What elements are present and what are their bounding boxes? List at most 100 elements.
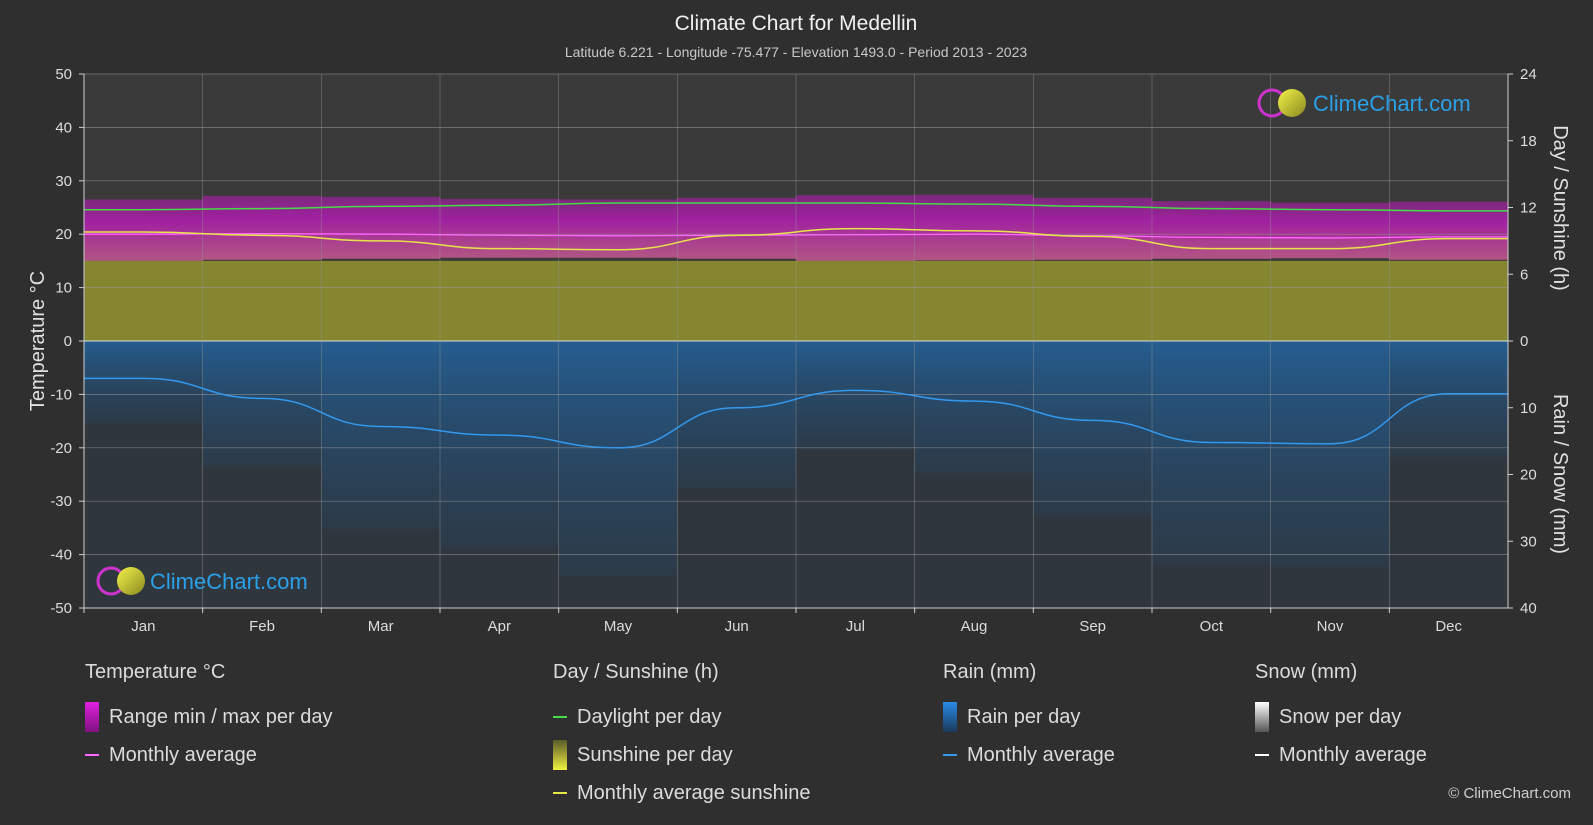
legend-label: Monthly average sunshine (577, 781, 811, 804)
legend-label: Monthly average (967, 743, 1115, 766)
sunshine-bar-sep (1033, 260, 1152, 341)
climate-chart: Climate Chart for Medellin Latitude 6.22… (27, 12, 1571, 635)
x-tick-label-dec: Dec (1435, 618, 1462, 635)
rain-bar-dec (1389, 341, 1508, 458)
temp-range-feb (202, 195, 322, 260)
rain-bar-sep (1033, 341, 1152, 516)
right-top-tick-label: 12 (1520, 200, 1537, 217)
series-lines (83, 202, 1508, 449)
x-tick-label-jun: Jun (725, 618, 749, 635)
right-bottom-tick-label: 40 (1520, 600, 1537, 617)
logo-bottom: ClimeChart.com (96, 566, 308, 596)
rain-bars (84, 341, 1508, 608)
chart-title: Climate Chart for Medellin (675, 12, 918, 35)
rain-bar-nov (1270, 341, 1390, 568)
right-bottom-tick-label: 20 (1520, 467, 1537, 484)
x-tick-label-jul: Jul (846, 618, 865, 635)
right-top-tick-label: 6 (1520, 266, 1528, 283)
legend-swatch (553, 716, 567, 718)
x-tick-label-jan: Jan (131, 618, 155, 635)
left-tick-label: 20 (55, 226, 72, 243)
right-axis-bottom-label: Rain / Snow (mm) (1549, 394, 1571, 554)
legend-label: Monthly average (109, 743, 257, 766)
temp-average-line (84, 233, 1508, 239)
legend-item-rain-average: Monthly average (943, 736, 1115, 774)
sunshine-bar-jun (677, 260, 796, 341)
legend-item-sunshine-average: Monthly average sunshine (553, 774, 810, 812)
temp-range-aug (914, 194, 1034, 261)
sunshine-bar-may (558, 260, 678, 341)
left-tick-label: 0 (64, 333, 72, 350)
legend-item-temp-range: Range min / max per day (85, 698, 332, 736)
legend-item-daylight: Daylight per day (553, 698, 810, 736)
legend-item-sunshine: Sunshine per day (553, 736, 810, 774)
left-axis-label: Temperature °C (27, 271, 49, 411)
legend-snow: Snow (mm) Snow per day Monthly average (1255, 660, 1427, 774)
sunshine-bar-aug (914, 260, 1034, 341)
legend-swatch (1255, 754, 1269, 756)
sunshine-area (84, 260, 1508, 341)
legend-item-rain: Rain per day (943, 698, 1115, 736)
legend-label: Sunshine per day (577, 743, 733, 766)
legend-title-rain: Rain (mm) (943, 661, 1037, 683)
temp-range-oct (1152, 201, 1271, 259)
left-tick-label: -30 (50, 493, 72, 510)
legend: Temperature °C Range min / max per day M… (0, 660, 1593, 820)
temp-range-nov (1270, 202, 1390, 259)
legend-swatch (943, 702, 957, 732)
chart-subtitle: Latitude 6.221 - Longitude -75.477 - Ele… (565, 44, 1028, 60)
rain-bar-apr (440, 341, 559, 549)
sunshine-bar-dec (1389, 260, 1508, 341)
legend-swatch (1255, 702, 1269, 732)
right-bottom-tick-label: 30 (1520, 533, 1537, 550)
sunshine-bar-oct (1152, 260, 1271, 341)
legend-label: Snow per day (1279, 705, 1402, 728)
daylight-line (84, 202, 1508, 212)
rain-bar-jan (84, 341, 203, 424)
copyright: © ClimeChart.com (1448, 785, 1571, 802)
temp-range-jun (677, 197, 796, 259)
legend-label: Daylight per day (577, 705, 722, 728)
legend-swatch (85, 754, 99, 756)
x-tick-label-sep: Sep (1079, 618, 1106, 635)
sunshine-bar-nov (1270, 260, 1390, 341)
logo-top: ClimeChart.com (1257, 88, 1471, 118)
legend-swatch (85, 702, 99, 732)
rain-bar-aug (914, 341, 1034, 474)
right-bottom-tick-label: 10 (1520, 400, 1537, 417)
right-axis-top-label: Day / Sunshine (h) (1549, 125, 1571, 291)
legend-swatch (553, 792, 567, 794)
left-tick-label: 40 (55, 119, 72, 136)
logo-bottom-text: ClimeChart.com (150, 569, 308, 594)
sunshine-bar-jul (796, 260, 915, 341)
temp-range-may (558, 199, 678, 258)
temp-range-jan (84, 199, 203, 261)
temperature-range-band (84, 194, 1508, 261)
legend-item-temp-average: Monthly average (85, 736, 332, 774)
right-top-tick-label: 0 (1520, 333, 1528, 350)
temp-range-apr (440, 198, 559, 258)
legend-swatch (553, 740, 567, 770)
logo-sun-icon (117, 567, 145, 595)
sunshine-average-line (83, 227, 1508, 251)
legend-sun: Day / Sunshine (h) Daylight per day Suns… (553, 660, 810, 812)
rain-bar-mar (321, 341, 440, 529)
logo-top-text: ClimeChart.com (1313, 91, 1471, 116)
sunshine-bar-jan (84, 260, 203, 341)
legend-temperature: Temperature °C Range min / max per day M… (85, 660, 332, 774)
temp-range-sep (1033, 197, 1152, 260)
x-tick-label-aug: Aug (961, 618, 988, 635)
sunshine-bar-apr (440, 260, 559, 341)
legend-title-snow: Snow (mm) (1255, 661, 1358, 683)
x-tick-label-oct: Oct (1200, 618, 1224, 635)
legend-item-snow-average: Monthly average (1255, 736, 1427, 774)
x-tick-label-apr: Apr (488, 618, 511, 635)
legend-title-sun: Day / Sunshine (h) (553, 661, 719, 683)
left-tick-label: 10 (55, 280, 72, 297)
left-tick-label: 30 (55, 173, 72, 190)
logo-sun-icon (1278, 89, 1306, 117)
legend-swatch (943, 754, 957, 756)
left-tick-label: -20 (50, 440, 72, 457)
left-tick-label: -10 (50, 386, 72, 403)
axes: 50 40 30 20 10 0 -10 -20 -30 -40 -50 24 18 12 6 0 10 20 30… (50, 66, 1536, 635)
